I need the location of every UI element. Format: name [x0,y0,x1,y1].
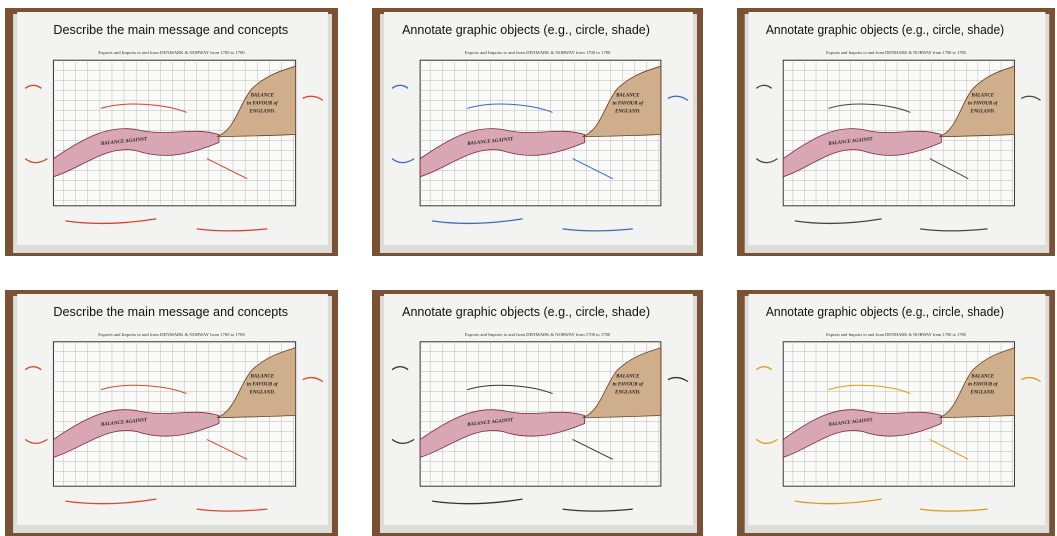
balance-favour-area [582,65,662,137]
balance-favour-area [216,65,297,137]
panel-heading: Annotate graphic objects (e.g., circle, … [402,305,650,319]
balance-against-label: BALANCE AGAINST [466,137,514,147]
balance-against-label: BALANCE AGAINST [100,418,149,428]
chart-title: Exports and Imports to and from DENMARK … [465,50,611,55]
balance-favour-label: BALANCE [615,93,640,98]
balance-against-area [53,128,220,178]
balance-favour-label: in FAVOUR of [247,101,279,106]
balance-against-label: BALANCE AGAINST [100,137,149,147]
photo-panel: Annotate graphic objects (e.g., circle, … [372,8,703,256]
balance-against-label: BALANCE AGAINST [466,418,514,428]
balance-favour-label: in FAVOUR of [612,101,644,106]
chart-title: Exports and Imports to and from DENMARK … [826,332,967,337]
balance-favour-label: BALANCE [971,93,995,98]
chart-title: Exports and Imports to and from DENMARK … [98,332,245,337]
handwritten-mark [100,103,248,180]
handwritten-annotation [755,366,1041,512]
balance-favour-label: ENGLAND. [249,109,276,114]
balance-against-label: BALANCE AGAINST [827,137,873,147]
photo-panel: Describe the main message and concepts Ex… [5,8,338,256]
balance-favour-label: in FAVOUR of [247,383,279,388]
balance-against-label: BALANCE AGAINST [827,418,873,428]
balance-favour-area [939,65,1015,137]
balance-against-area [419,409,586,458]
photo-panel: Annotate graphic objects (e.g., circle, … [737,290,1055,536]
handwritten-mark [100,384,248,460]
panel-heading: Annotate graphic objects (e.g., circle, … [766,23,1004,37]
panel-heading: Annotate graphic objects (e.g., circle, … [766,305,1004,319]
handwritten-mark [828,103,969,180]
balance-favour-label: in FAVOUR of [968,383,999,388]
handwritten-annotation [24,84,324,232]
balance-against-area [53,409,220,458]
handwritten-annotation [24,366,324,512]
balance-favour-label: ENGLAND. [970,391,995,396]
handwritten-annotation [755,84,1041,232]
handwritten-annotation [391,84,689,232]
balance-against-area [419,128,586,178]
panel-heading: Annotate graphic objects (e.g., circle, … [402,23,650,37]
balance-against-area [782,128,942,178]
panel-heading: Describe the main message and concepts [53,305,288,319]
photo-panel: Annotate graphic objects (e.g., circle, … [372,290,703,536]
balance-favour-label: BALANCE [971,375,995,380]
balance-favour-label: BALANCE [250,93,275,98]
photo-panel: Annotate graphic objects (e.g., circle, … [737,8,1055,256]
balance-favour-area [582,347,662,418]
balance-favour-area [939,347,1015,418]
chart-title: Exports and Imports to and from DENMARK … [826,50,966,55]
chart-title: Exports and Imports to and from DENMARK … [465,332,611,337]
balance-favour-area [216,347,297,418]
balance-favour-label: ENGLAND. [970,109,995,114]
handwritten-mark [467,103,613,180]
balance-favour-label: BALANCE [615,375,640,380]
balance-favour-label: ENGLAND. [614,109,640,114]
balance-against-area [782,409,942,458]
photo-panel: Describe the main message and concepts Ex… [5,290,338,536]
balance-favour-label: ENGLAND. [614,391,640,396]
chart-title: Exports and Imports to and from DENMARK … [98,51,245,56]
balance-favour-label: BALANCE [250,375,275,380]
balance-favour-label: ENGLAND. [249,391,276,396]
panel-heading: Describe the main message and concepts [53,23,288,37]
balance-favour-label: in FAVOUR of [968,101,999,106]
handwritten-mark [828,384,969,460]
handwritten-annotation [391,366,689,512]
handwritten-mark [467,384,613,460]
balance-favour-label: in FAVOUR of [612,383,644,388]
